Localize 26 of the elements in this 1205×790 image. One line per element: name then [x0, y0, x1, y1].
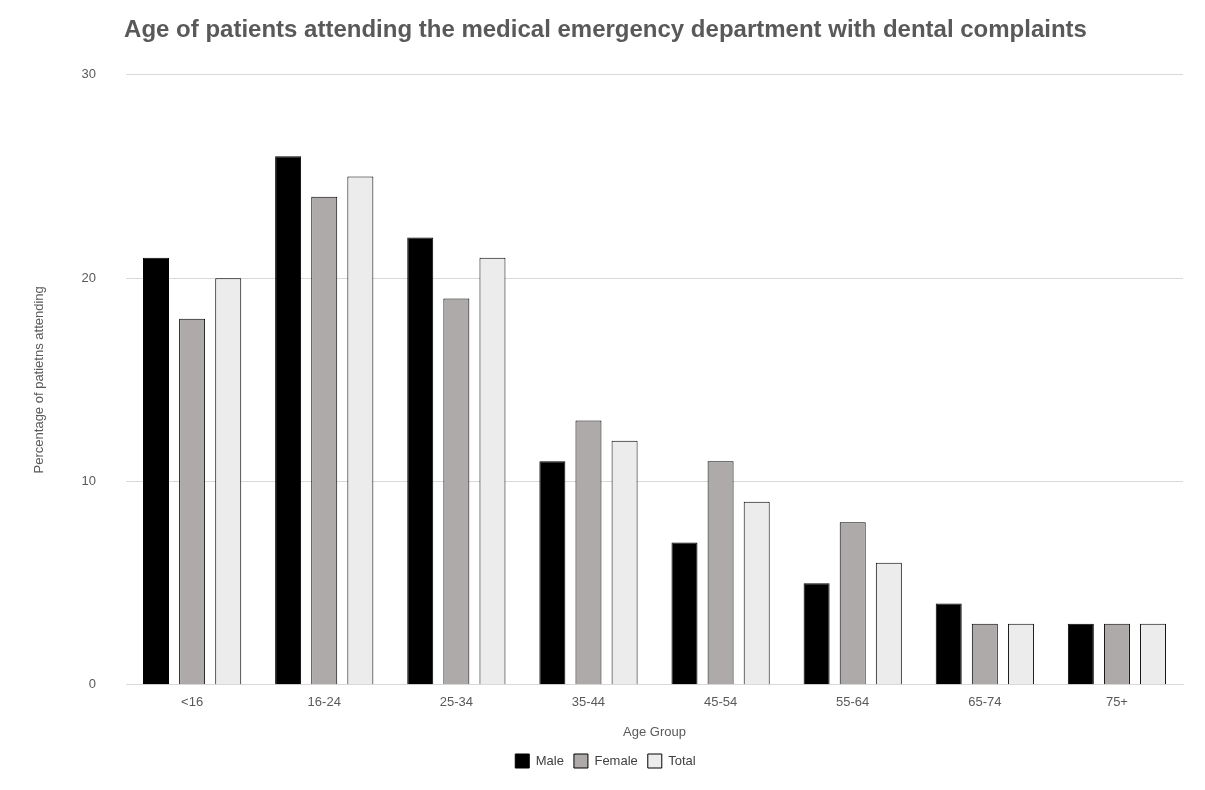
y-axis-title: Percentage of patietns attending [31, 286, 47, 474]
chart-title: Age of patients attending the medical emergency department with dental complaints [124, 15, 1087, 43]
x-tick-label: <16 [181, 694, 204, 710]
x-axis-title: Age Group [623, 723, 686, 739]
y-tick-label: 10 [81, 473, 97, 489]
x-tick-label: 16-24 [307, 694, 341, 710]
legend-label: Female [594, 752, 638, 768]
x-tick-label: 35-44 [571, 694, 606, 710]
bar [539, 461, 566, 685]
bar [935, 603, 962, 685]
bar [275, 156, 302, 685]
bar [407, 237, 434, 685]
x-tick-label: 45-54 [703, 694, 738, 710]
bar [143, 257, 170, 685]
bar [803, 583, 830, 685]
bar [1067, 623, 1094, 685]
x-tick-label: 25-34 [439, 694, 473, 710]
x-tick-label: 75+ [1105, 694, 1128, 710]
y-tick-label: 20 [81, 269, 97, 285]
x-tick-label: 65-74 [968, 694, 1002, 710]
legend-label: Total [668, 752, 696, 768]
y-tick-label: 30 [81, 66, 97, 82]
legend-label: Male [535, 752, 564, 768]
y-tick-label: 0 [88, 676, 97, 692]
bar [671, 542, 698, 685]
x-tick-label: 55-64 [836, 694, 870, 710]
